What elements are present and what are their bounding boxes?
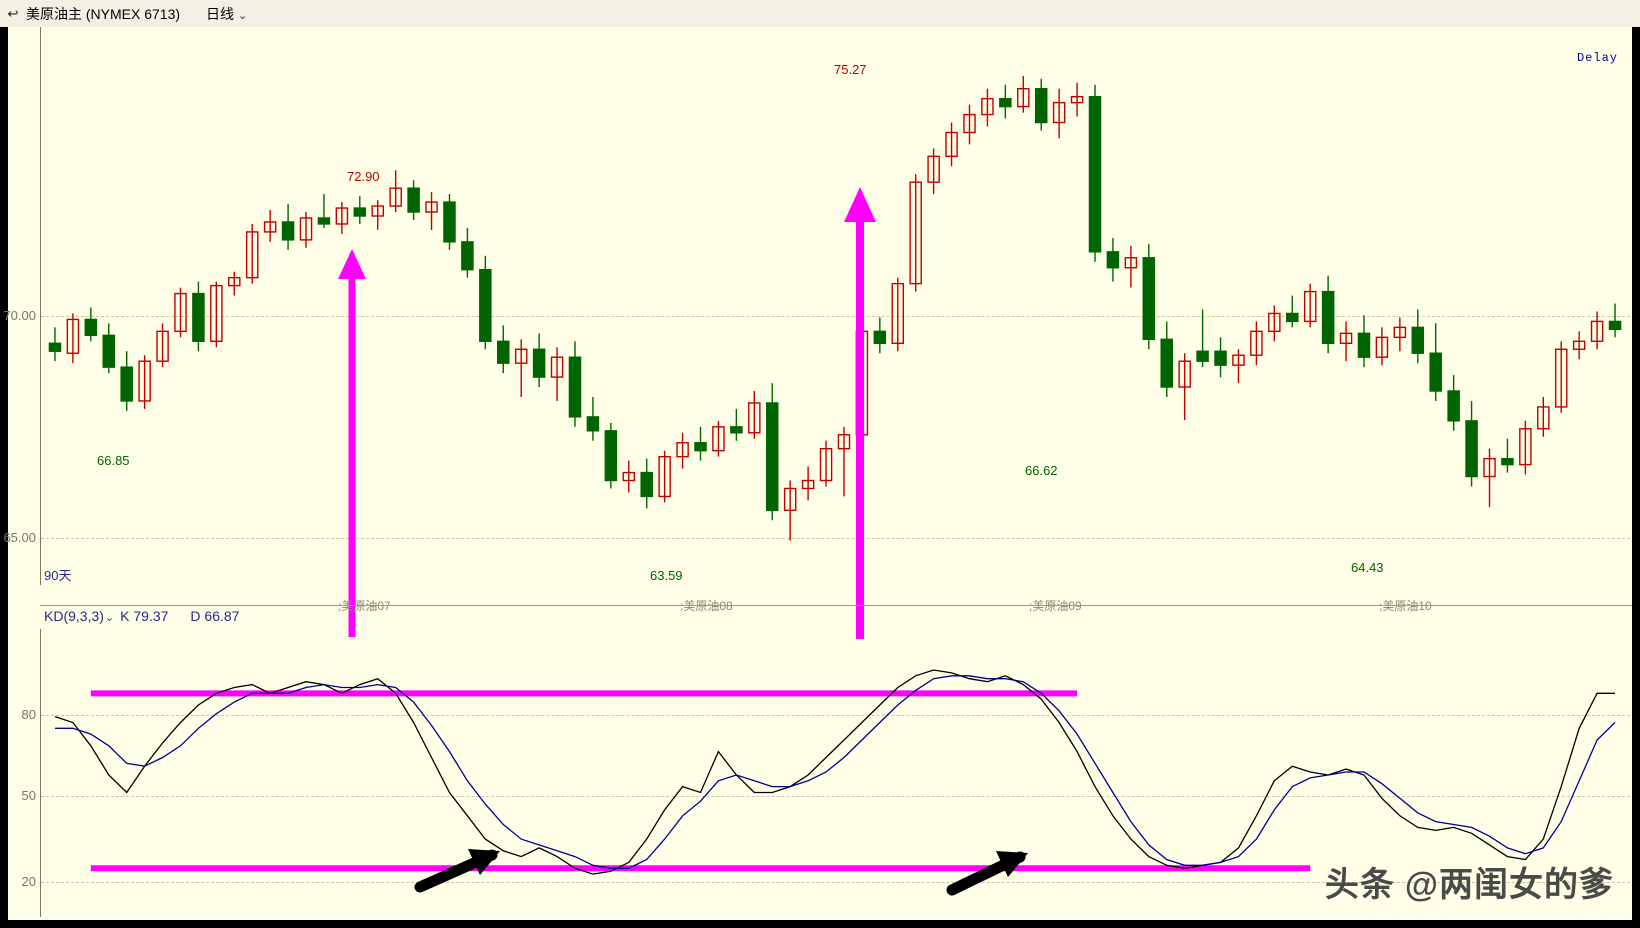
buy-signal-arrow-2 <box>844 187 876 639</box>
kd-gridline-20 <box>41 882 1630 883</box>
annotation-66-85: 66.85 <box>97 453 130 468</box>
panel-divider <box>40 605 1632 606</box>
kd-line-series <box>54 669 1616 875</box>
price-axis-label-65: 65.00 <box>3 530 36 545</box>
symbol-label[interactable]: 美原油主 (NYMEX 6713) <box>26 5 181 22</box>
kd-k-value: K 79.37 <box>120 608 169 624</box>
watermark-brand: 头条 <box>1324 866 1395 904</box>
price-axis-spine <box>40 27 41 585</box>
window-frame-right <box>1632 27 1640 928</box>
watermark: 头条 @两闺女的爹 <box>1325 857 1614 906</box>
annotation-63-59: 63.59 <box>650 568 683 583</box>
kd-axis-label-20: 20 <box>21 874 36 889</box>
kd-axis-label-80: 80 <box>21 707 36 722</box>
watermark-handle: @两闺女的爹 <box>1404 866 1614 904</box>
period-selector[interactable]: 日线 ⌄ <box>206 4 247 24</box>
kd-gridline-80 <box>41 715 1630 716</box>
delay-badge: Delay <box>1576 51 1618 65</box>
chevron-down-icon: ⌄ <box>238 9 248 22</box>
kd-d-value: D 66.87 <box>190 608 240 624</box>
window-frame-left <box>0 27 8 928</box>
date-label-1: ;美原油08 <box>680 599 733 613</box>
price-axis-label-70: 70.00 <box>3 308 36 323</box>
window-frame-bottom <box>0 920 1640 928</box>
kd-indicator-header[interactable]: KD(9,3,3)⌄ K 79.37 D 66.87 <box>44 608 239 624</box>
date-label-3: ;美原油10 <box>1379 599 1432 613</box>
chart-canvas[interactable]: Delay 70.00 65.00 <box>3 27 1632 920</box>
annotation-64-43: 64.43 <box>1351 560 1384 575</box>
kd-axis-label-50: 50 <box>21 788 36 803</box>
annotation-66-62: 66.62 <box>1025 463 1058 478</box>
window-restore-icon[interactable]: ↩ <box>7 6 19 21</box>
gridline-70 <box>41 316 1630 317</box>
kd-gridline-50 <box>41 796 1630 797</box>
kd-series-D <box>55 675 1616 869</box>
date-label-0: ;美原油07 <box>338 599 391 613</box>
price-chart-panel[interactable]: 70.00 65.00 72.90 75.27 66.85 66.62 63. <box>3 27 1632 639</box>
kd-indicator-panel[interactable]: KD(9,3,3)⌄ K 79.37 D 66.87 80 50 20 <box>8 607 1632 920</box>
oversold-arrow-1 <box>414 849 500 893</box>
date-label-2: ;美原油09 <box>1029 599 1082 613</box>
gridline-65 <box>41 538 1630 539</box>
period-days-tag: 90天 <box>44 568 72 583</box>
pointer-arrow-layer <box>414 849 1028 896</box>
chevron-down-icon-kd[interactable]: ⌄ <box>104 612 115 624</box>
signal-arrow-layer <box>338 187 876 639</box>
annotation-72-90: 72.90 <box>347 169 380 184</box>
annotation-75-27: 75.27 <box>834 62 867 77</box>
period-label: 日线 <box>206 5 235 22</box>
kd-indicator-name: KD(9,3,3) <box>44 608 104 624</box>
oversold-arrow-2 <box>946 851 1028 896</box>
title-bar: ↩ 美原油主 (NYMEX 6713) 日线 ⌄ <box>0 0 1640 28</box>
kd-axis-spine <box>40 629 41 917</box>
buy-signal-arrow-1 <box>338 249 366 637</box>
